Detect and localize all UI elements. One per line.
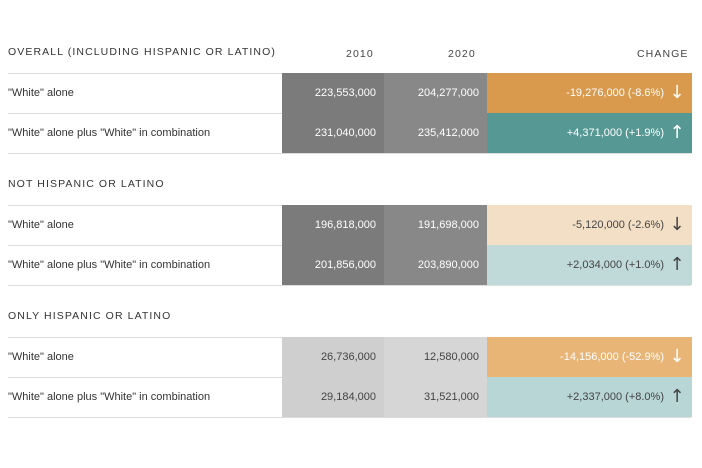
value-2020-cell: 204,277,000: [384, 73, 487, 113]
value-2020-cell: 31,521,000: [384, 377, 487, 417]
row-label: "White" alone plus "White" in combinatio…: [8, 127, 211, 139]
value-2010-cell: 26,736,000: [282, 337, 384, 377]
row-divider: [8, 153, 691, 154]
section-title: ONLY HISPANIC OR LATINO: [8, 310, 172, 322]
change-cell: -19,276,000 (-8.6%): [487, 73, 692, 113]
value-2020-cell: 12,580,000: [384, 337, 487, 377]
column-header-2020: 2020: [448, 48, 476, 60]
value-2010-cell: 231,040,000: [282, 113, 384, 153]
change-cell: +2,034,000 (+1.0%): [487, 245, 692, 285]
value-2010-cell: 201,856,000: [282, 245, 384, 285]
arrow-up-icon: ↑: [669, 254, 685, 275]
row-label: "White" alone: [8, 219, 74, 231]
section-title: OVERALL (INCLUDING HISPANIC OR LATINO): [8, 46, 276, 58]
column-header-2010: 2010: [346, 48, 374, 60]
change-cell: +4,371,000 (+1.9%): [487, 113, 692, 153]
value-2020-cell: 203,890,000: [384, 245, 487, 285]
change-cell: +2,337,000 (+8.0%): [487, 377, 692, 417]
row-label: "White" alone: [8, 351, 74, 363]
change-cell: -5,120,000 (-2.6%): [487, 205, 692, 245]
arrow-up-icon: ↑: [669, 386, 685, 407]
row-label: "White" alone plus "White" in combinatio…: [8, 391, 211, 403]
value-2010-cell: 196,818,000: [282, 205, 384, 245]
row-label: "White" alone plus "White" in combinatio…: [8, 259, 211, 271]
row-divider: [8, 417, 691, 418]
column-header-change: CHANGE: [637, 48, 689, 60]
value-2010-cell: 29,184,000: [282, 377, 384, 417]
row-divider: [8, 285, 691, 286]
change-cell: -14,156,000 (-52.9%): [487, 337, 692, 377]
row-label: "White" alone: [8, 87, 74, 99]
arrow-up-icon: ↑: [669, 122, 685, 143]
arrow-down-icon: ↓: [669, 82, 685, 103]
value-2020-cell: 191,698,000: [384, 205, 487, 245]
value-2020-cell: 235,412,000: [384, 113, 487, 153]
section-title: NOT HISPANIC OR LATINO: [8, 178, 165, 190]
arrow-down-icon: ↓: [669, 346, 685, 367]
value-2010-cell: 223,553,000: [282, 73, 384, 113]
arrow-down-icon: ↓: [669, 214, 685, 235]
